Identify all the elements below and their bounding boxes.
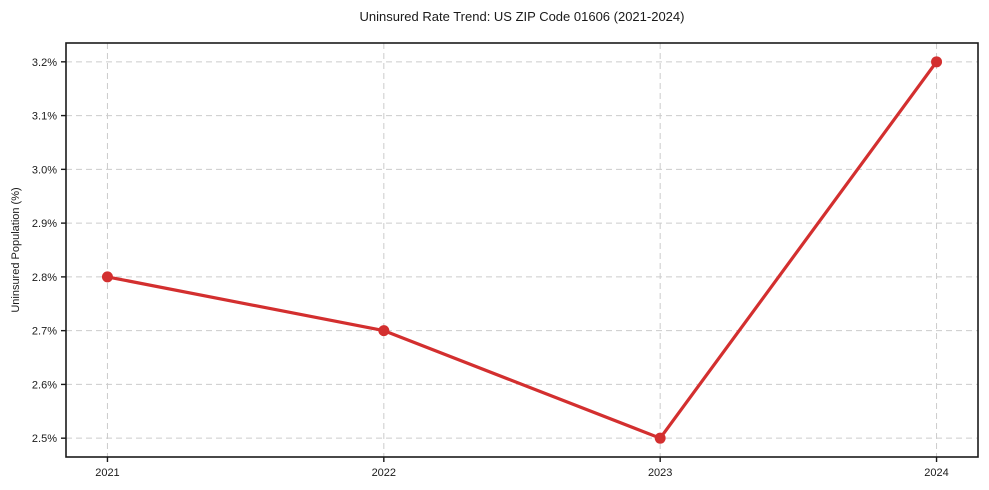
data-point-marker — [931, 56, 943, 68]
y-tick-label: 2.9% — [32, 218, 57, 230]
y-tick-label: 2.7% — [32, 326, 57, 338]
data-point-marker — [378, 325, 390, 337]
y-tick-label: 3.2% — [32, 57, 57, 69]
plot-frame — [65, 42, 979, 458]
data-point-marker — [101, 271, 113, 283]
y-tick-label: 2.5% — [32, 433, 57, 445]
x-tick-label: 2024 — [924, 467, 948, 479]
y-tick-label: 3.0% — [32, 164, 57, 176]
data-point-marker — [654, 432, 666, 444]
chart-title: Uninsured Rate Trend: US ZIP Code 01606 … — [359, 9, 685, 24]
x-tick-label: 2022 — [372, 467, 396, 479]
trend-line — [105, 60, 939, 440]
y-tick-label: 2.6% — [32, 379, 57, 391]
x-tick-label: 2021 — [95, 467, 119, 479]
x-tick-label: 2023 — [648, 467, 672, 479]
y-tick-label: 2.8% — [32, 272, 57, 284]
y-tick-label: 3.1% — [32, 111, 57, 123]
